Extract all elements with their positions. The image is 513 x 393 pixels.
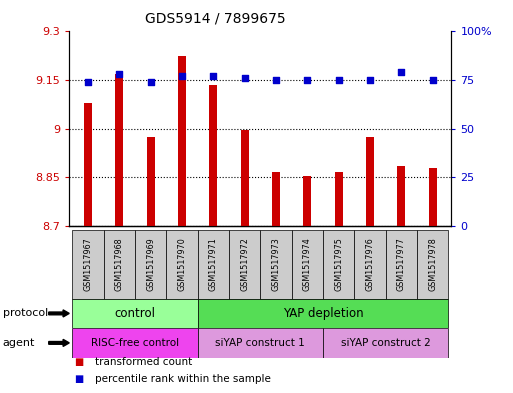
Text: GSM1517971: GSM1517971 bbox=[209, 237, 218, 291]
Bar bbox=[303, 176, 311, 226]
Bar bbox=[209, 85, 218, 226]
Text: GSM1517968: GSM1517968 bbox=[115, 237, 124, 291]
Bar bbox=[229, 230, 261, 299]
Text: percentile rank within the sample: percentile rank within the sample bbox=[95, 374, 271, 384]
Text: GSM1517975: GSM1517975 bbox=[334, 237, 343, 291]
Bar bbox=[292, 230, 323, 299]
Text: GSM1517970: GSM1517970 bbox=[177, 237, 187, 291]
Text: GSM1517973: GSM1517973 bbox=[271, 237, 281, 291]
Text: ■: ■ bbox=[74, 356, 84, 367]
Bar bbox=[335, 173, 343, 226]
Text: ■: ■ bbox=[74, 374, 84, 384]
Text: YAP depletion: YAP depletion bbox=[283, 307, 363, 320]
Text: protocol: protocol bbox=[3, 309, 48, 318]
Point bbox=[241, 75, 249, 81]
Bar bbox=[429, 168, 437, 226]
Bar bbox=[72, 299, 198, 328]
Point bbox=[84, 79, 92, 85]
Text: siYAP construct 1: siYAP construct 1 bbox=[215, 338, 305, 348]
Point bbox=[334, 77, 343, 83]
Bar bbox=[178, 56, 186, 226]
Text: control: control bbox=[114, 307, 155, 320]
Bar bbox=[261, 230, 292, 299]
Text: agent: agent bbox=[3, 338, 35, 348]
Bar bbox=[198, 328, 323, 358]
Bar bbox=[241, 130, 249, 226]
Point bbox=[303, 77, 311, 83]
Bar bbox=[198, 230, 229, 299]
Bar bbox=[135, 230, 166, 299]
Bar bbox=[147, 137, 154, 226]
Bar bbox=[72, 328, 198, 358]
Text: siYAP construct 2: siYAP construct 2 bbox=[341, 338, 430, 348]
Text: RISC-free control: RISC-free control bbox=[91, 338, 179, 348]
Bar bbox=[386, 230, 417, 299]
Point bbox=[272, 77, 280, 83]
Bar bbox=[366, 137, 374, 226]
Bar bbox=[417, 230, 448, 299]
Text: GSM1517976: GSM1517976 bbox=[365, 237, 374, 291]
Bar bbox=[323, 328, 448, 358]
Bar bbox=[72, 230, 104, 299]
Point bbox=[209, 73, 218, 79]
Point bbox=[115, 71, 124, 77]
Bar bbox=[166, 230, 198, 299]
Bar bbox=[115, 73, 123, 226]
Bar bbox=[354, 230, 386, 299]
Point bbox=[428, 77, 437, 83]
Point bbox=[366, 77, 374, 83]
Text: GSM1517977: GSM1517977 bbox=[397, 237, 406, 291]
Text: GSM1517969: GSM1517969 bbox=[146, 237, 155, 291]
Bar bbox=[84, 103, 92, 226]
Bar bbox=[104, 230, 135, 299]
Text: GSM1517978: GSM1517978 bbox=[428, 237, 437, 291]
Bar bbox=[323, 230, 354, 299]
Point bbox=[397, 69, 405, 75]
Text: GDS5914 / 7899675: GDS5914 / 7899675 bbox=[145, 12, 286, 26]
Bar bbox=[272, 173, 280, 226]
Point bbox=[147, 79, 155, 85]
Bar bbox=[198, 299, 448, 328]
Text: GSM1517972: GSM1517972 bbox=[240, 237, 249, 291]
Text: GSM1517974: GSM1517974 bbox=[303, 237, 312, 291]
Point bbox=[178, 73, 186, 79]
Text: transformed count: transformed count bbox=[95, 356, 192, 367]
Bar bbox=[398, 166, 405, 226]
Text: GSM1517967: GSM1517967 bbox=[84, 237, 92, 291]
